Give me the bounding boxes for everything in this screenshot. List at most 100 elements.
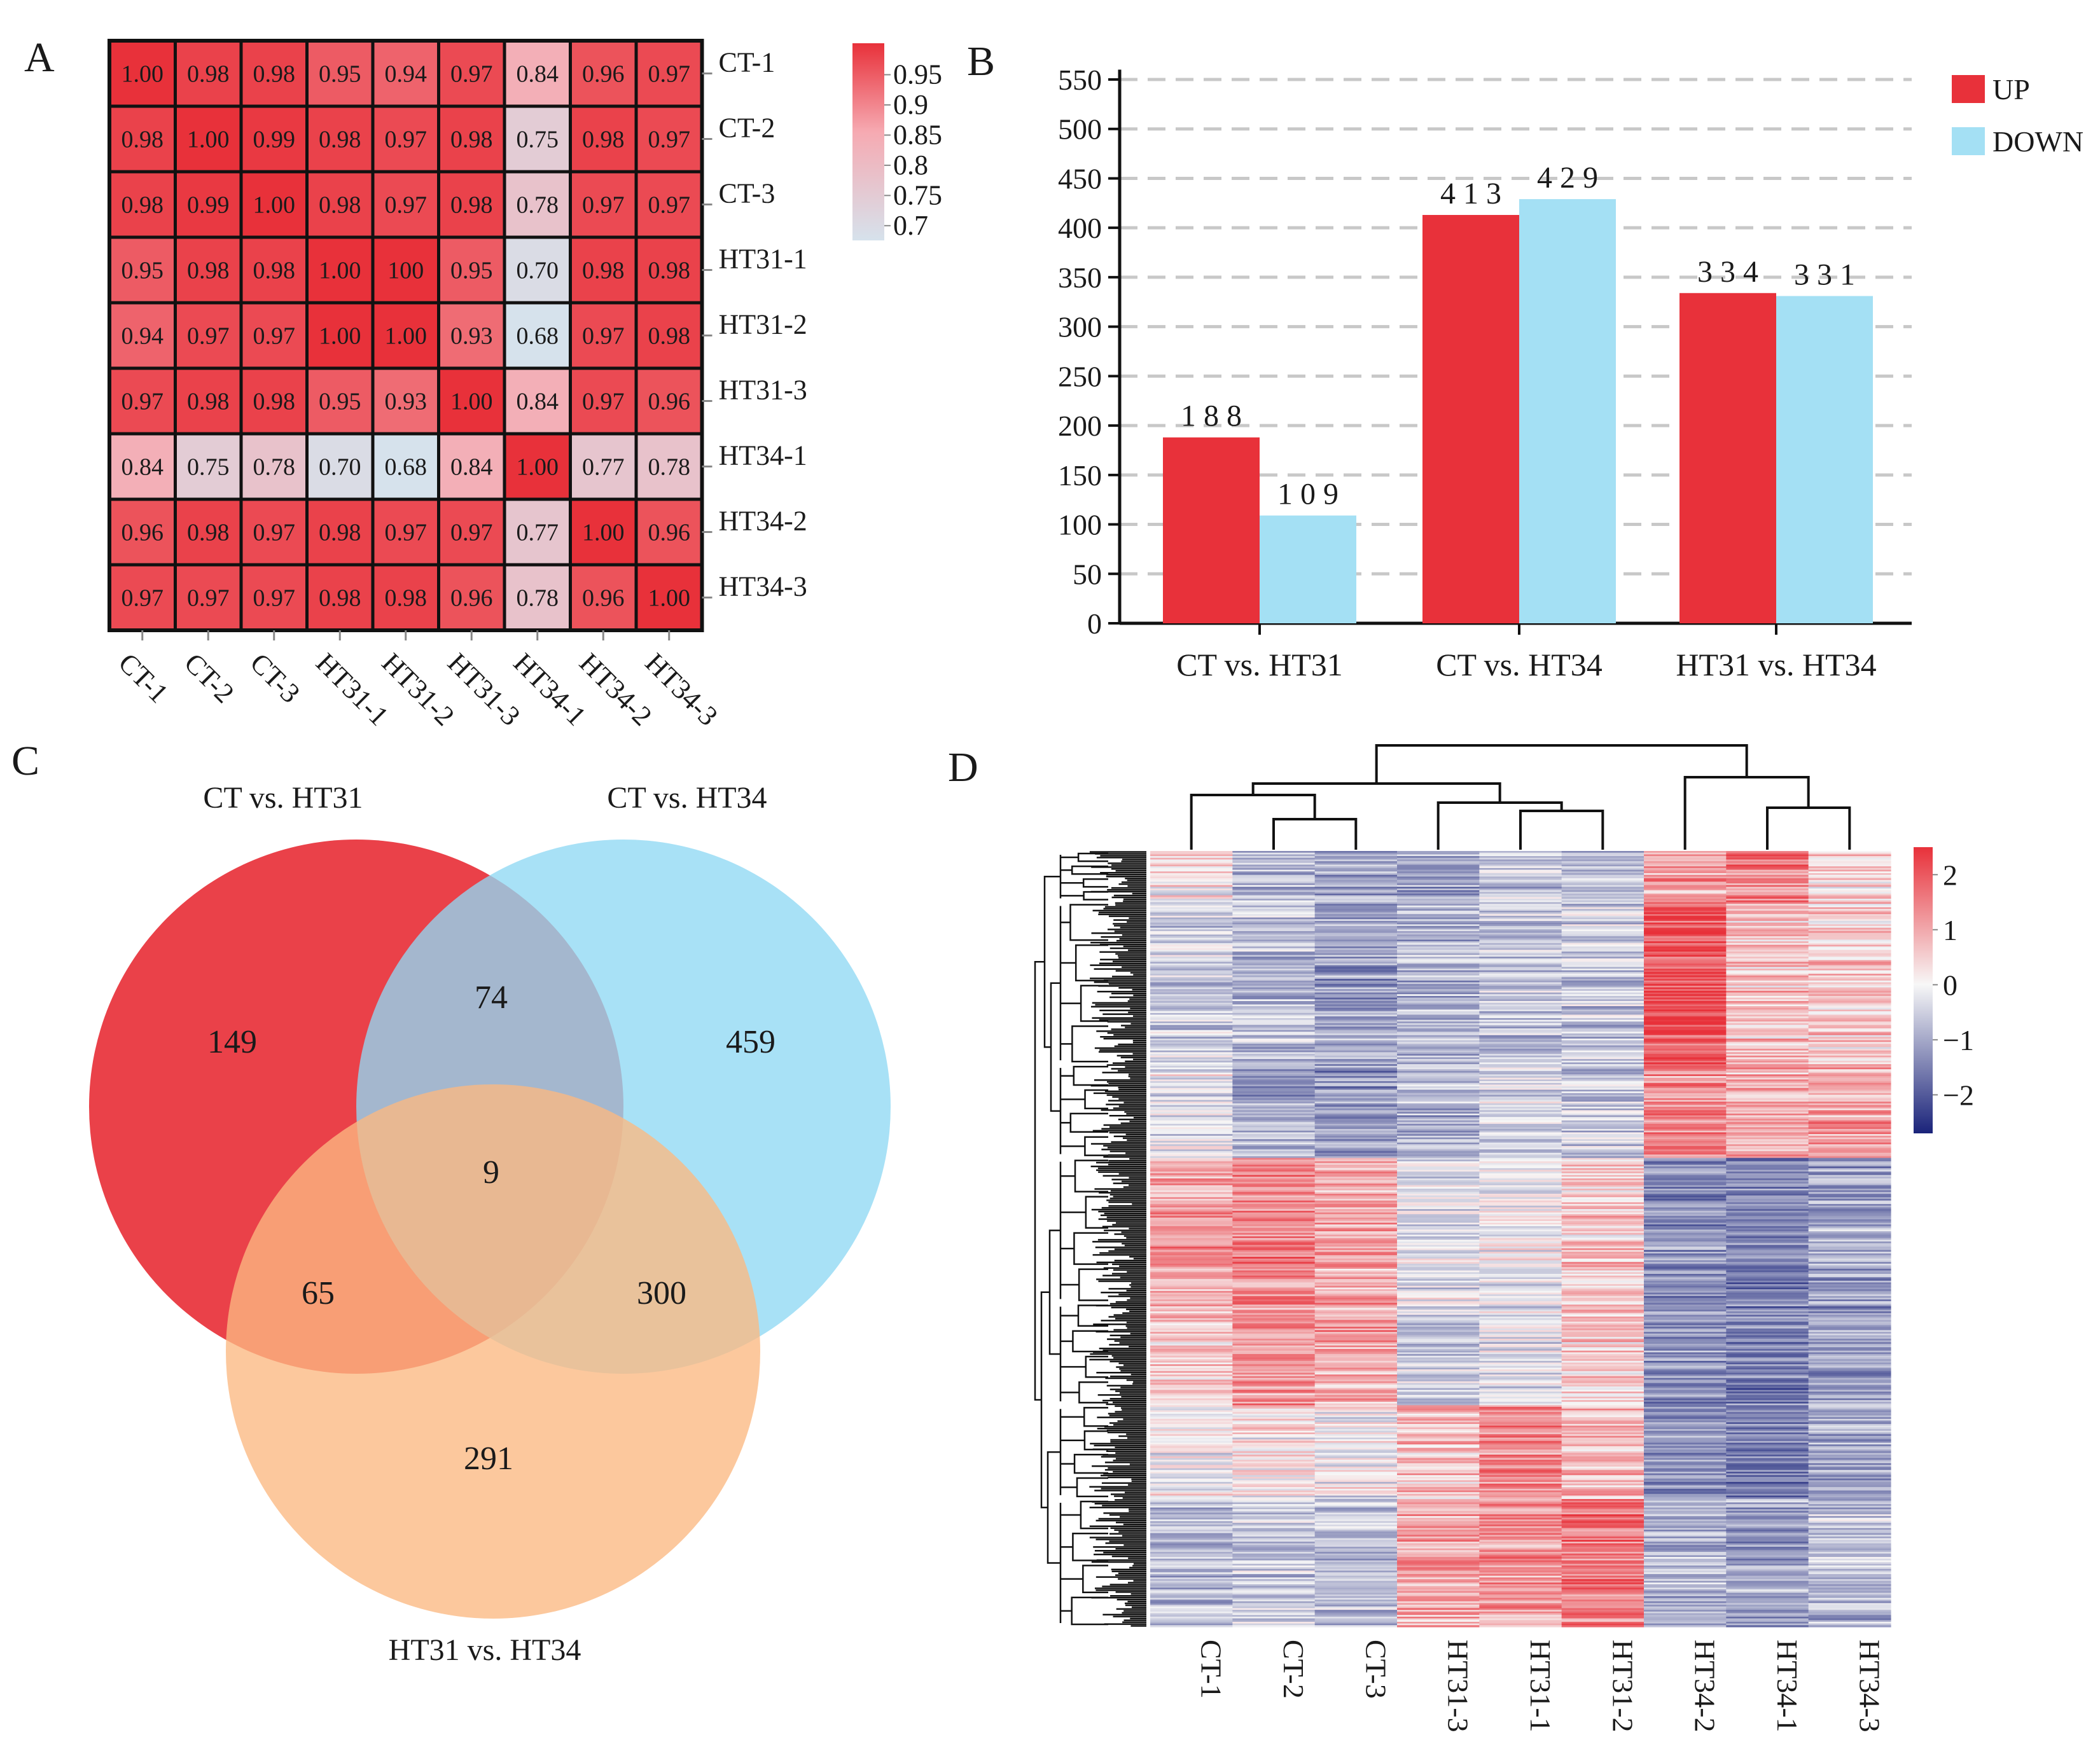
heatmap-cell	[1726, 1105, 1809, 1107]
heatmap-cell	[1808, 1347, 1891, 1350]
heatmap-cell	[1808, 1040, 1891, 1042]
heatmap-cell	[1479, 962, 1562, 964]
heatmap-cell	[1397, 1611, 1480, 1614]
heatmap-cell	[1808, 1580, 1891, 1583]
heatmap-cell	[1397, 1105, 1480, 1107]
heatmap-cell	[1479, 1535, 1562, 1537]
heatmap-cell	[1808, 1570, 1891, 1573]
heatmap-cell	[1232, 941, 1316, 944]
heatmap-cell	[569, 104, 638, 174]
heatmap-cell	[1808, 1151, 1891, 1154]
heatmap-cell	[1644, 948, 1727, 951]
heatmap-cell	[1561, 1562, 1645, 1565]
x-tick-label: CT vs. HT31	[1176, 647, 1343, 682]
heatmap-cell	[1397, 1025, 1480, 1027]
heatmap-cell	[1561, 1413, 1645, 1416]
heatmap-cell	[1561, 955, 1645, 957]
heatmap-cell	[1561, 1359, 1645, 1362]
heatmap-cell	[1397, 941, 1480, 944]
heatmap-cell	[1150, 914, 1233, 916]
heatmap-cell	[1314, 1428, 1398, 1432]
x-tick-label: HT31 vs. HT34	[1676, 647, 1876, 682]
heatmap-cell	[1314, 1310, 1398, 1312]
heatmap-cell	[1232, 1528, 1316, 1530]
heatmap-cell	[1561, 1533, 1645, 1535]
heatmap-cell	[1397, 1124, 1480, 1126]
heatmap-cell	[1314, 1140, 1398, 1144]
heatmap-cell	[1726, 1177, 1809, 1179]
heatmap-cell	[1726, 1258, 1809, 1261]
heatmap-cell	[1808, 1541, 1891, 1544]
heatmap-cell	[1644, 1236, 1727, 1239]
heatmap-cell	[1644, 1449, 1727, 1452]
heatmap-cell	[1314, 1323, 1398, 1326]
heatmap-cell	[1150, 1540, 1233, 1542]
heatmap-cell	[1479, 1413, 1562, 1416]
heatmap-cell	[1479, 1118, 1562, 1121]
heatmap-cell	[1561, 943, 1645, 946]
heatmap-cell	[1397, 1418, 1480, 1421]
heatmap-cell	[1808, 1468, 1891, 1470]
heatmap-cell	[1644, 1285, 1727, 1289]
heatmap-cell	[1314, 1322, 1398, 1324]
heatmap-cell	[1397, 1075, 1480, 1079]
heatmap-cell	[1232, 936, 1316, 939]
heatmap-cell	[1232, 1222, 1316, 1225]
heatmap-cell	[1561, 1417, 1645, 1420]
heatmap-cell	[1561, 1379, 1645, 1382]
row-dendrogram-link	[1043, 875, 1060, 1048]
heatmap-cell	[1232, 948, 1316, 951]
heatmap-cell	[1314, 958, 1398, 961]
heatmap-cell	[1561, 1442, 1645, 1445]
heatmap-cell	[1726, 984, 1809, 986]
heatmap-cell	[1150, 1386, 1233, 1389]
heatmap-cell	[1644, 950, 1727, 952]
heatmap-cell	[1644, 1074, 1727, 1077]
heatmap-cell	[1479, 941, 1562, 944]
heatmap-cell	[1561, 1572, 1645, 1575]
heatmap-cell	[1808, 1168, 1891, 1171]
heatmap-cell	[1644, 1210, 1727, 1213]
heatmap-cell	[1397, 851, 1480, 854]
heatmap-cell	[1314, 1047, 1398, 1049]
heatmap-cell	[1561, 932, 1645, 935]
bar-value-label: 4 1 3	[1440, 177, 1501, 211]
heatmap-cell	[1150, 1185, 1233, 1187]
heatmap-cell	[1561, 1425, 1645, 1428]
heatmap-cell	[1808, 1130, 1891, 1133]
heatmap-cell	[1479, 1178, 1562, 1181]
heatmap-cell	[1808, 1198, 1891, 1201]
heatmap-cell	[1726, 1037, 1809, 1039]
heatmap-cell	[1808, 878, 1891, 881]
heatmap-cell	[1644, 1016, 1727, 1019]
heatmap-cell	[1479, 1455, 1562, 1457]
heatmap-cell	[1232, 1350, 1316, 1353]
heatmap-cell	[1397, 1067, 1480, 1070]
heatmap-cell	[1150, 888, 1233, 891]
heatmap-cell	[1808, 1446, 1891, 1449]
heatmap-cell	[1808, 1582, 1891, 1585]
heatmap-cell	[1479, 1292, 1562, 1295]
heatmap-cell	[1232, 1620, 1316, 1622]
heatmap-cell	[1808, 1154, 1891, 1157]
heatmap-cell	[1808, 1618, 1891, 1621]
heatmap-cell	[1150, 1154, 1233, 1157]
heatmap-cell	[1314, 1311, 1398, 1314]
heatmap-cell	[1314, 963, 1398, 966]
heatmap-cell	[1150, 1511, 1233, 1513]
heatmap-cell	[1808, 1543, 1891, 1545]
heatmap-cell	[1726, 1535, 1809, 1537]
heatmap-cell	[1561, 1000, 1645, 1004]
heatmap-cell	[1232, 1412, 1316, 1414]
heatmap-cell	[1479, 1124, 1562, 1126]
heatmap-cell	[1232, 1453, 1316, 1455]
heatmap-cell	[1314, 1238, 1398, 1240]
heatmap-cell	[1314, 1492, 1398, 1495]
heatmap-cell	[1644, 1301, 1727, 1304]
heatmap-cell	[1726, 1209, 1809, 1212]
heatmap-cell	[634, 301, 704, 370]
heatmap-cell	[1232, 1410, 1316, 1413]
heatmap-cell	[1150, 1541, 1233, 1544]
heatmap-cell	[1232, 1573, 1316, 1577]
heatmap-cell	[1561, 1332, 1645, 1334]
